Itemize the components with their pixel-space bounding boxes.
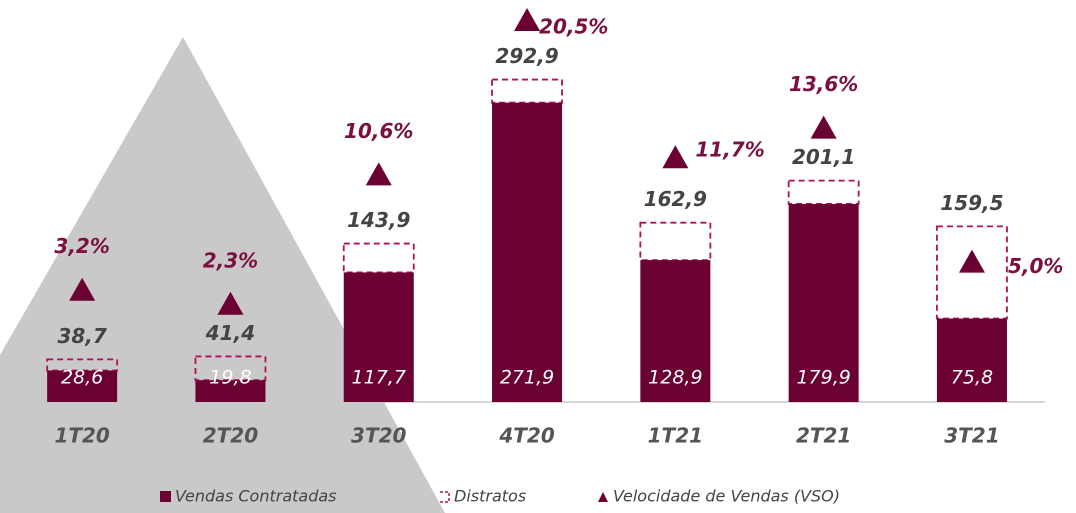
vso-marker — [810, 115, 837, 139]
distrato-box — [46, 358, 119, 372]
vso-label: 2,3% — [203, 248, 258, 272]
total-label: 143,9 — [347, 208, 410, 232]
vso-marker — [514, 8, 541, 31]
bar — [936, 318, 1007, 402]
bar — [492, 102, 563, 402]
vso-label: 13,6% — [789, 72, 858, 96]
legend-label: Velocidade de Vendas (VSO) — [613, 487, 840, 506]
total-label: 159,5 — [940, 191, 1003, 215]
legend-label: Vendas Contratadas — [175, 487, 337, 506]
bar — [195, 380, 266, 402]
x-tick-label: 1T21 — [648, 424, 703, 448]
bar-label: 128,9 — [648, 367, 702, 389]
total-label: 162,9 — [644, 187, 707, 211]
legend-swatch — [598, 492, 608, 502]
total-label: 41,4 — [205, 321, 255, 345]
bar-label: 271,9 — [500, 367, 554, 389]
vso-marker — [365, 162, 392, 186]
distrato-box — [194, 355, 267, 382]
total-label: 201,1 — [792, 145, 855, 169]
distrato-box — [936, 225, 1008, 320]
vso-label: 3,2% — [54, 234, 109, 258]
distrato-box — [787, 179, 860, 205]
x-tick-label: 2T21 — [796, 424, 851, 448]
vso-label: 5,0% — [1008, 254, 1063, 278]
distrato-box — [342, 242, 415, 274]
total-label: 38,7 — [57, 324, 106, 348]
vso-marker — [958, 249, 985, 273]
x-tick-label: 4T20 — [498, 424, 554, 448]
vso-label: 10,6% — [344, 119, 413, 143]
bar-label: 179,9 — [796, 367, 850, 389]
legend-label: Distratos — [454, 487, 526, 506]
bar — [47, 370, 118, 402]
bar — [640, 260, 711, 402]
x-tick-label: 3T20 — [351, 424, 406, 448]
vso-label: 11,7% — [695, 138, 764, 162]
bar — [788, 203, 859, 402]
x-tick-label: 2T20 — [203, 424, 258, 448]
vso-label: 20,5% — [539, 15, 608, 39]
bar-label: 28,6 — [61, 367, 103, 389]
vso-marker — [217, 291, 244, 315]
legend-swatch — [160, 491, 171, 502]
bar-label: 117,7 — [352, 367, 406, 389]
x-tick-label: 3T21 — [944, 424, 999, 448]
total-label: 292,9 — [495, 44, 558, 68]
vso-marker — [69, 277, 96, 301]
x-tick-label: 1T20 — [54, 424, 109, 448]
bar-label: 75,8 — [951, 367, 993, 389]
legend-swatch — [440, 491, 450, 503]
bar — [343, 272, 414, 402]
distrato-box — [639, 221, 712, 261]
distrato-box — [491, 78, 563, 104]
bar-label: 19,8 — [209, 367, 251, 389]
vso-marker — [662, 145, 689, 169]
